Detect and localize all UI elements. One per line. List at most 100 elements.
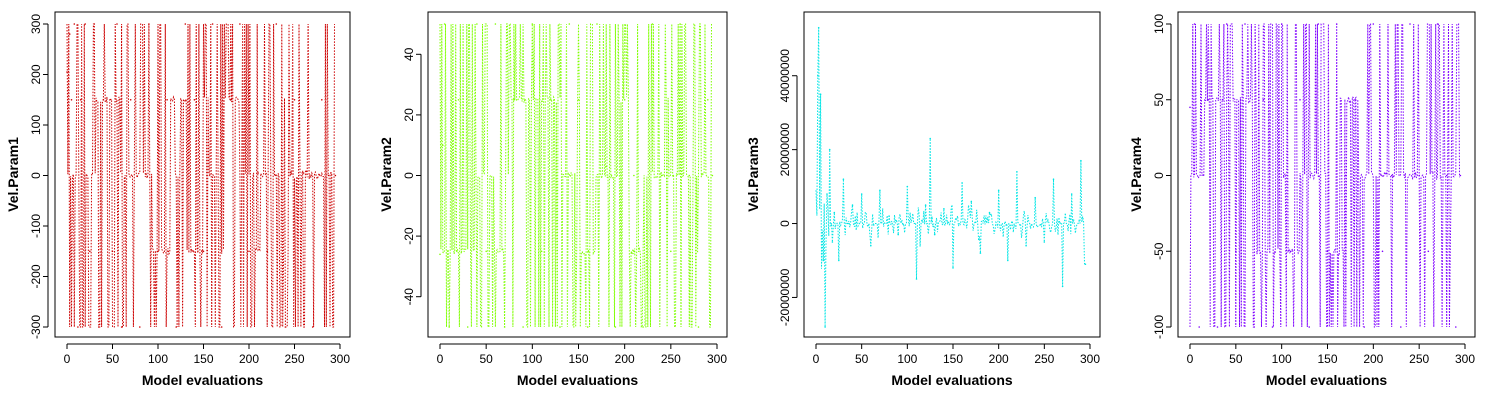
- data-point: [1271, 326, 1274, 328]
- data-point: [266, 250, 269, 253]
- data-point: [184, 23, 187, 25]
- data-point: [851, 204, 854, 206]
- data-point: [1363, 326, 1365, 328]
- y-tick-label: 200: [29, 64, 43, 84]
- data-point: [842, 178, 845, 180]
- data-point: [596, 23, 598, 25]
- data-point: [531, 23, 534, 25]
- data-point: [847, 222, 849, 225]
- data-point: [157, 250, 159, 253]
- data-point: [1253, 326, 1255, 328]
- x-tick-label: 300: [1455, 352, 1475, 366]
- data-point: [819, 93, 822, 95]
- x-tick-label: 100: [1272, 352, 1292, 366]
- data-point: [988, 211, 991, 214]
- x-tick-label: 150: [943, 352, 963, 366]
- data-point: [1080, 159, 1082, 162]
- data-point: [448, 326, 451, 328]
- data-point: [166, 99, 168, 101]
- x-axis: 0 50 100 150 200 250 300: [1187, 343, 1475, 366]
- y-tick-label: 40: [402, 47, 416, 61]
- data-point: [89, 250, 91, 253]
- y-tick-label: -20000000: [778, 268, 792, 326]
- data-point: [697, 326, 700, 328]
- data-point: [202, 250, 205, 253]
- data-point: [111, 250, 114, 253]
- y-tick-label: -300: [29, 315, 43, 339]
- x-tick-label: 150: [193, 352, 213, 366]
- data-point: [605, 165, 607, 168]
- y-tick-label: -100: [1152, 315, 1166, 339]
- data-point: [1189, 106, 1191, 109]
- x-tick-label: 250: [661, 352, 681, 366]
- data-point: [929, 137, 931, 140]
- x-tick-label: 0: [437, 352, 444, 366]
- x-tick-label: 300: [330, 352, 350, 366]
- y-tick-label: -40: [402, 288, 416, 306]
- data-point: [1459, 174, 1462, 177]
- series-line: [439, 23, 712, 328]
- x-axis: 0 50 100 150 200 250 300: [437, 343, 727, 366]
- data-point: [1207, 99, 1210, 101]
- data-point: [1016, 171, 1018, 173]
- data-point: [1043, 241, 1046, 243]
- y-tick-label: 0: [29, 172, 43, 179]
- data-point: [888, 215, 890, 217]
- y-tick-label: 40000000: [778, 49, 792, 103]
- y-tick-label: 300: [29, 14, 43, 34]
- x-tick-label: 250: [284, 352, 304, 366]
- x-tick-label: 100: [522, 352, 542, 366]
- y-tick-label: 100: [1152, 14, 1166, 34]
- data-point: [466, 326, 469, 328]
- data-point: [77, 326, 79, 328]
- data-point: [175, 326, 177, 328]
- data-point: [952, 267, 954, 269]
- data-point: [220, 326, 223, 328]
- data-point: [1052, 178, 1055, 180]
- x-tick-label: 200: [1363, 352, 1383, 366]
- data-point: [239, 23, 241, 25]
- data-point: [1216, 326, 1219, 328]
- data-point: [1381, 250, 1384, 253]
- data-point: [1372, 23, 1375, 25]
- data-point: [148, 23, 150, 25]
- data-point: [257, 172, 259, 174]
- data-point: [211, 23, 214, 25]
- data-point: [826, 193, 828, 195]
- data-point: [98, 326, 100, 328]
- data-point: [1436, 23, 1439, 25]
- data-point: [1427, 250, 1430, 253]
- data-point: [651, 23, 654, 25]
- y-axis-title: Vel.Param4: [1128, 137, 1144, 212]
- data-point: [1400, 326, 1402, 328]
- data-point: [623, 99, 626, 101]
- x-tick-label: 100: [148, 352, 168, 366]
- data-point: [476, 23, 478, 25]
- x-tick-label: 250: [1034, 352, 1054, 366]
- data-point: [577, 99, 580, 101]
- data-point: [924, 204, 927, 206]
- plot-frame: [54, 11, 351, 338]
- chart-panel-3: 0 50 100 150 200 250 300 Model evaluations -2000…: [745, 11, 1101, 388]
- data-point: [457, 99, 460, 101]
- data-point: [1418, 174, 1420, 177]
- x-axis: 0 50 100 150 200 250 300: [64, 343, 350, 366]
- data-point: [116, 23, 118, 25]
- data-point: [1335, 23, 1338, 25]
- y-axis: -40 -20 0 20 40: [402, 47, 422, 306]
- data-point: [1262, 99, 1265, 101]
- data-point: [860, 193, 863, 195]
- data-point: [1034, 196, 1036, 199]
- data-point: [284, 326, 287, 328]
- y-tick-label: 0: [1152, 172, 1166, 179]
- data-point: [1192, 129, 1194, 131]
- x-axis-title: Model evaluations: [891, 372, 1013, 388]
- y-axis-title: Vel.Param3: [745, 137, 761, 212]
- y-tick-label: 0: [402, 172, 416, 179]
- data-point: [1290, 250, 1292, 253]
- data-point: [933, 233, 936, 236]
- data-point: [1061, 285, 1064, 288]
- series-line: [1189, 23, 1460, 328]
